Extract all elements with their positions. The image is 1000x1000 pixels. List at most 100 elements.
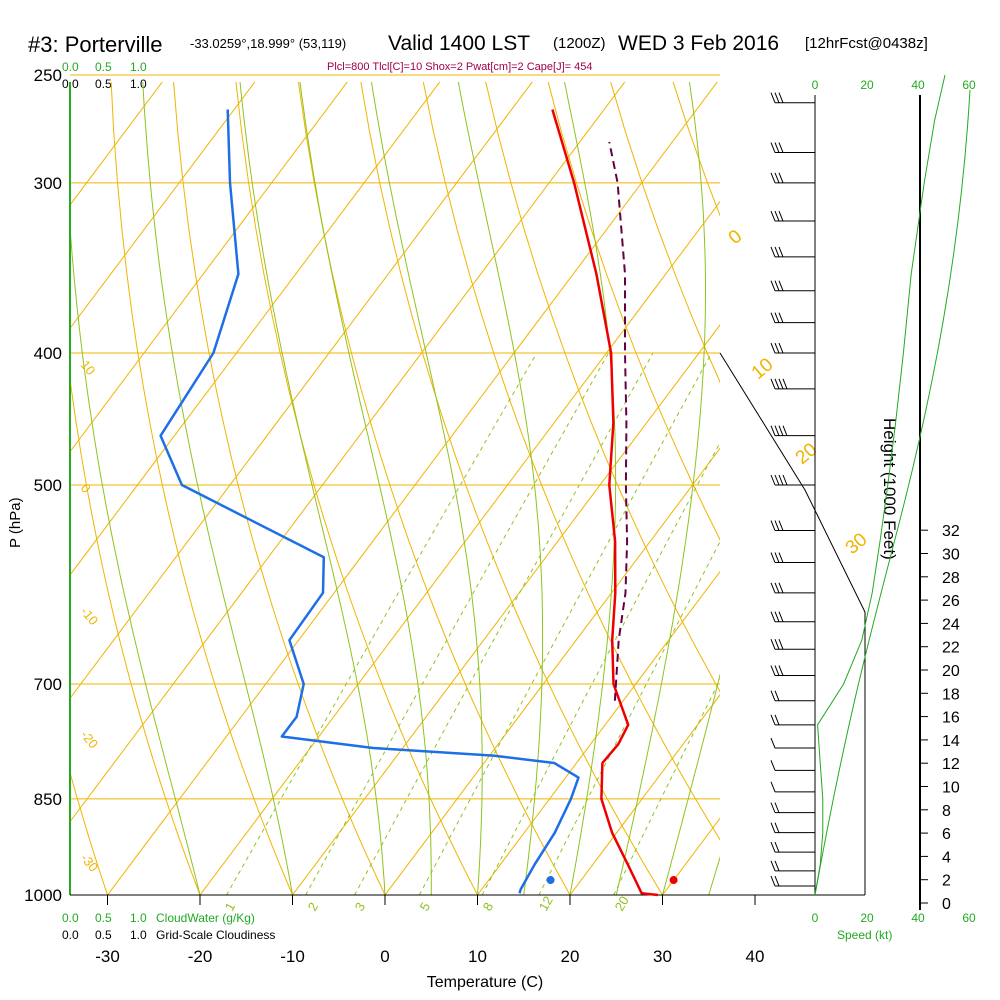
- wind-barb-flag: [774, 520, 780, 531]
- wind-barb-flag: [774, 639, 780, 650]
- moist-adiabat-25: [615, 82, 706, 895]
- speed-top-1: 20: [860, 78, 874, 92]
- wind-barb-flag: [770, 690, 776, 701]
- temp-tick-0: 0: [380, 947, 389, 966]
- wind-barb-flag: [778, 611, 784, 622]
- wind-barb-flag: [770, 714, 776, 726]
- speed-top-2: 40: [911, 78, 925, 92]
- temp-tick-40: 40: [746, 947, 765, 966]
- isotherm-label--10: -10: [78, 604, 102, 628]
- wind-barb-flag: [770, 474, 776, 486]
- wind-barb-flag: [770, 737, 776, 749]
- wind-barb: [770, 690, 815, 702]
- wind-barb-flag: [770, 639, 776, 650]
- dry-adiabat-40: [422, 82, 720, 841]
- wind-barb-flag: [778, 582, 784, 594]
- wind-barb: [770, 611, 815, 623]
- wind-barb: [770, 474, 815, 486]
- height-tick-2: 2: [942, 873, 951, 890]
- temp-tick-30: 30: [653, 947, 672, 966]
- wind-barb-flag: [778, 210, 784, 222]
- wind-barb: [770, 802, 815, 814]
- dry-adiabat-90: [733, 75, 1000, 895]
- mixing-ratio-3: [354, 352, 654, 895]
- wind-barb-flag: [778, 342, 784, 354]
- dry-adiabat-20: [297, 82, 571, 895]
- moist-adiabat-10: [370, 82, 483, 895]
- wind-barb: [770, 342, 815, 354]
- cloudiness-bottom-0: 0.0: [62, 928, 79, 942]
- station-coords: -33.0259°,18.999° (53,119): [190, 36, 346, 51]
- stability-indices: Plcl=800 Tlcl[C]=10 Shox=2 Pwat[cm]=2 Ca…: [327, 61, 592, 73]
- temp-tick--10: -10: [280, 947, 305, 966]
- dry-adiabat-120: [920, 75, 1000, 895]
- pressure-tick-850: 850: [34, 790, 62, 809]
- wind-barb-flag: [782, 474, 788, 486]
- wind-barb-flag: [770, 142, 776, 153]
- dry-adiabat-label-20: 20: [792, 439, 822, 469]
- wind-barb: [770, 312, 815, 324]
- wind-barb: [770, 860, 815, 872]
- dry-adiabat-30: [360, 82, 663, 895]
- mixing-ratio-label-2: 2: [305, 900, 322, 914]
- height-tick-30: 30: [942, 547, 960, 564]
- wind-barb: [770, 425, 815, 437]
- isotherm-label--30: -30: [78, 851, 102, 875]
- wind-barb-flag: [778, 665, 784, 676]
- wind-barb-flag: [774, 92, 780, 103]
- mixing-ratio-20: [613, 678, 720, 895]
- speed-bottom-0: 0: [812, 911, 819, 925]
- temp-tick--30: -30: [95, 947, 120, 966]
- dry-adiabat-110: [857, 75, 1000, 895]
- pressure-tick-400: 400: [34, 344, 62, 363]
- utc-time: (1200Z): [553, 35, 606, 52]
- y-axis-title: P (hPa): [7, 497, 24, 548]
- wind-barb: [770, 172, 815, 184]
- dry-adiabat--30: [70, 770, 108, 895]
- wind-barb-flag: [774, 312, 780, 323]
- height-tick-4: 4: [942, 849, 951, 866]
- wind-barb-flag: [770, 210, 776, 222]
- cloudiness-bottom-2: 1.0: [130, 928, 147, 942]
- mixing-ratio-2: [305, 352, 610, 895]
- cloudwater-top-0: 0.0: [62, 60, 79, 74]
- dry-adiabat--20: [70, 374, 201, 895]
- wind-barb: [770, 210, 815, 222]
- station-title: #3: Porterville: [28, 32, 163, 57]
- wind-barb-flag: [778, 378, 784, 390]
- moist-adiabat-0: [239, 82, 386, 895]
- isotherm-10: [477, 570, 720, 895]
- wind-barb-flag: [770, 665, 776, 676]
- wind-barb-flag: [770, 822, 776, 833]
- wind-barb-flag: [770, 552, 776, 563]
- mixing-ratio-label-12: 12: [536, 893, 556, 913]
- pressure-tick-300: 300: [34, 174, 62, 193]
- speed-axis-title: Speed (kt): [837, 928, 892, 942]
- isotherm--60: [70, 82, 441, 576]
- wind-barb-flag: [774, 342, 780, 354]
- speed-top-3: 60: [962, 78, 976, 92]
- mixing-ratio-12: [538, 540, 720, 895]
- dry-adiabat-50: [485, 82, 720, 693]
- height-tick-8: 8: [942, 803, 951, 820]
- speed-bottom-1: 20: [860, 911, 874, 925]
- pressure-tick-1000: 1000: [24, 886, 62, 905]
- wind-barb-flag: [782, 425, 788, 436]
- speed-bottom-3: 60: [962, 911, 976, 925]
- wind-barb-flag: [774, 822, 780, 833]
- wind-barb-flag: [774, 552, 780, 563]
- isotherm--50: [70, 82, 533, 700]
- wind-box-edge: [719, 352, 866, 895]
- cloudwater-bottom-2: 1.0: [130, 911, 147, 925]
- pressure-tick-700: 700: [34, 675, 62, 694]
- wind-barb-flag: [774, 665, 780, 676]
- valid-time: Valid 1400 LST: [388, 32, 530, 55]
- wind-barb: [770, 665, 815, 677]
- wind-barb: [770, 582, 815, 594]
- wind-barb: [770, 520, 815, 532]
- wind-barb-flag: [770, 172, 776, 184]
- wind-barb-flag: [770, 520, 776, 531]
- surface-temp-marker: [669, 876, 678, 885]
- height-tick-28: 28: [942, 570, 960, 587]
- height-tick-18: 18: [942, 686, 960, 703]
